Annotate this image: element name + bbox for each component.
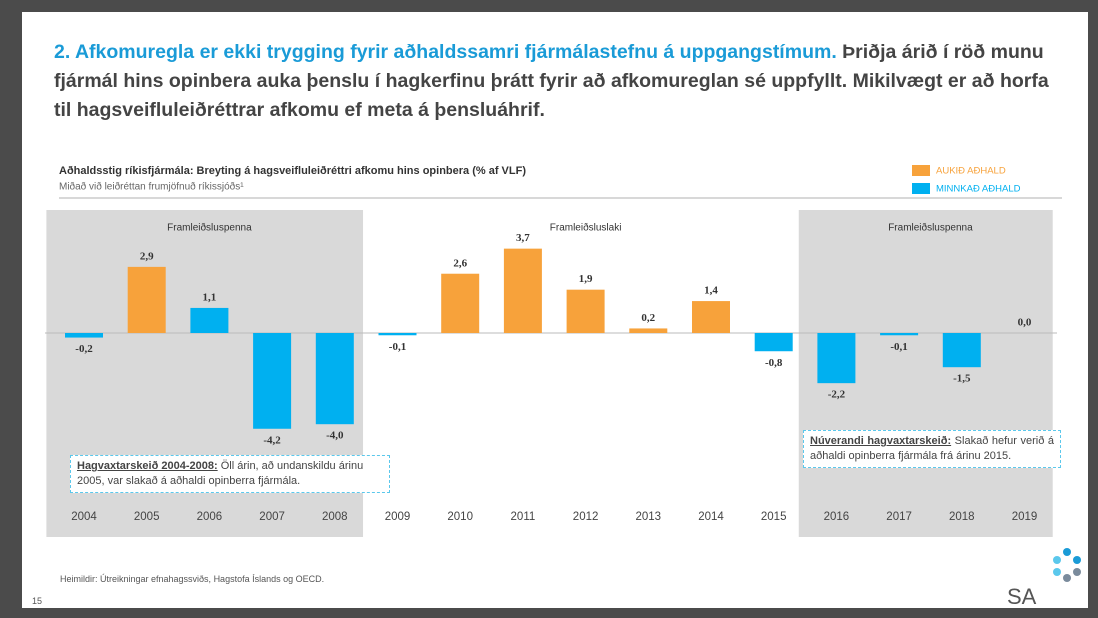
x-tick-label: 2010 [447,511,473,523]
x-tick-label: 2012 [573,511,599,523]
x-tick-label: 2005 [134,511,160,523]
value-label: 0,2 [641,312,655,324]
bar [190,307,229,333]
region-label: Framleiðsluslaki [550,222,622,234]
region-label: Framleiðsluspenna [888,222,973,234]
logo-dot [1063,574,1071,582]
heading-highlight: 2. Afkomuregla er ekki trygging fyrir að… [54,41,837,63]
x-tick-label: 2013 [636,511,662,523]
x-tick-label: 2014 [698,511,724,523]
chart-subtitle: Miðað við leiðréttan frumjöfnuð ríkissjó… [59,181,244,193]
bar [692,301,730,333]
bar [378,333,417,336]
legend-swatch [912,183,930,194]
value-label: -0,2 [75,343,93,355]
bar [942,333,981,368]
x-tick-label: 2018 [949,511,975,523]
x-tick-label: 2016 [824,511,850,523]
value-label: -2,2 [828,389,846,401]
bar [817,333,856,384]
x-tick-label: 2011 [511,511,536,523]
value-label: -0,8 [765,357,783,369]
slide: Aðhaldsstig ríkisfjármála: Breyting á ha… [22,12,1088,609]
bar [127,266,166,333]
bar [65,333,103,338]
value-label: -4,0 [326,430,344,442]
logo-dot [1053,556,1061,564]
value-label: -0,1 [890,341,907,353]
x-tick-label: 2017 [886,511,912,523]
x-tick-label: 2007 [259,511,285,523]
logo-dot [1063,548,1071,556]
annotation-text: Slakað hefur verið á aðhaldi opinberra f… [810,435,1054,462]
logo-dot [1053,568,1061,576]
value-label: 1,1 [203,291,217,303]
heading: 2. Afkomuregla er ekki trygging fyrir að… [54,38,1064,125]
bar [441,273,480,333]
bar [566,289,605,333]
value-label: -0,1 [389,341,406,353]
x-tick-label: 2006 [197,511,223,523]
x-tick-label: 2009 [385,511,411,523]
value-label: -1,5 [953,373,971,385]
value-label: 2,9 [140,250,154,262]
x-tick-label: 2008 [322,511,348,523]
value-label: -4,2 [263,434,281,446]
heading-rest: Þriðja árið í röð munu fjármál hins opin… [54,41,1049,121]
x-tick-label: 2004 [71,511,97,523]
value-label: 1,9 [579,273,593,285]
value-label: 3,7 [516,232,530,244]
value-label: 2,6 [453,257,467,269]
x-tick-label: 2015 [761,511,787,523]
bar [629,328,668,333]
x-tick-label: 2019 [1012,511,1038,523]
page-number: 15 [32,596,43,606]
logo-dot [1073,556,1081,564]
region-label: Framleiðsluspenna [167,222,252,234]
annotation-text: Öll árin, að undanskildu árinu 2005, var… [77,460,364,487]
bar [503,248,542,333]
legend-label: AUKIÐ AÐHALD [936,166,1006,177]
legend-label: MINNKAÐ AÐHALD [936,184,1021,195]
logo-dot [1073,568,1081,576]
annotation-label: Hagvaxtarskeið 2004-2008: [77,460,218,472]
bar [754,333,793,352]
logo: SA [1007,584,1037,609]
value-label: 0,0 [1018,317,1032,329]
chart-title: Aðhaldsstig ríkisfjármála: Breyting á ha… [59,165,526,177]
bar [315,333,354,425]
annotation: Hagvaxtarskeið 2004-2008: Öll árin, að u… [70,455,390,493]
annotation: Núverandi hagvaxtarskeið: Slakað hefur v… [803,430,1061,468]
bar [880,333,919,336]
legend-swatch [912,165,930,176]
value-label: 1,4 [704,285,718,297]
annotation-label: Núverandi hagvaxtarskeið: [810,435,952,447]
source: Heimildir: Útreikningar efnahagssviðs, H… [60,574,325,584]
bar [253,333,292,429]
